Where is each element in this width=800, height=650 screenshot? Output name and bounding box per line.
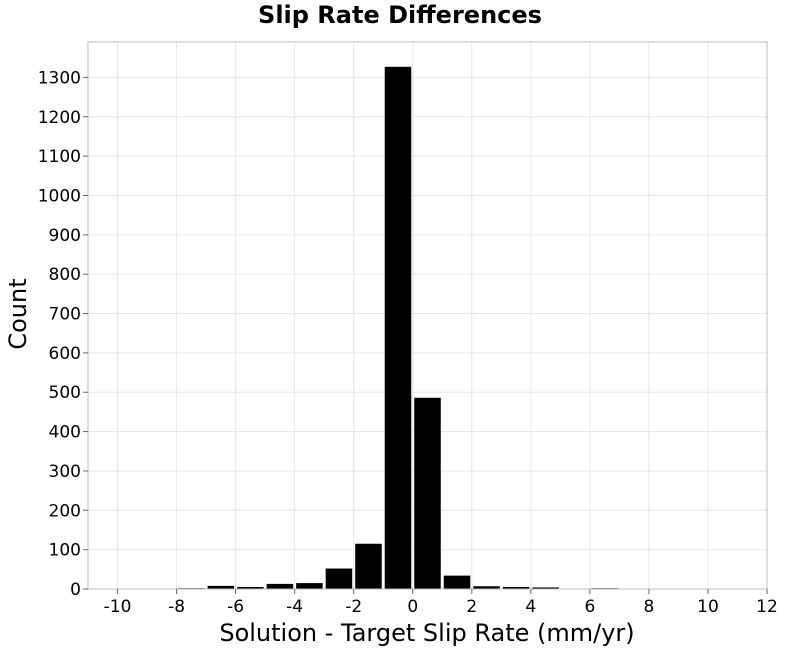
- histogram-bar: [532, 587, 559, 589]
- x-axis-label: Solution - Target Slip Rate (mm/yr): [219, 619, 634, 647]
- x-tick-label: -8: [168, 597, 185, 617]
- y-tick-label: 700: [49, 305, 81, 325]
- histogram-bar: [502, 587, 530, 589]
- chart-title: Slip Rate Differences: [258, 1, 542, 29]
- y-tick-label: 0: [70, 580, 81, 600]
- ticks-layer: [83, 76, 768, 594]
- y-tick-label: 800: [49, 265, 81, 285]
- y-tick-label: 100: [49, 541, 81, 561]
- y-tick-label: 200: [49, 501, 81, 521]
- x-tick-label: 10: [697, 597, 719, 617]
- tick-labels-layer: -10 -8 -6 -4 -2 0 2 4 6 8 10 12 0 100 200 300 400 500 600 7…: [38, 68, 778, 617]
- bars-layer: [178, 66, 618, 589]
- histogram-bar: [443, 575, 471, 589]
- histogram-bar: [207, 585, 235, 589]
- y-tick-label: 500: [49, 383, 81, 403]
- x-tick-label: -2: [345, 597, 362, 617]
- histogram-bar: [414, 397, 441, 589]
- y-axis-label: Count: [4, 278, 32, 349]
- y-tick-label: 1200: [38, 108, 81, 128]
- x-tick-label: 4: [525, 597, 536, 617]
- histogram-bar: [296, 583, 323, 589]
- y-tick-label: 900: [49, 226, 81, 246]
- histogram-bar: [355, 543, 382, 589]
- histogram-bar: [266, 583, 294, 589]
- x-tick-label: 12: [756, 597, 778, 617]
- y-tick-label: 1300: [38, 68, 81, 88]
- plot-frame: [87, 41, 768, 590]
- y-tick-label: 300: [49, 462, 81, 482]
- x-tick-label: -10: [104, 597, 132, 617]
- y-tick-label: 1000: [38, 186, 81, 206]
- histogram-bar: [384, 66, 412, 589]
- x-tick-label: 8: [643, 597, 654, 617]
- x-tick-label: 0: [407, 597, 418, 617]
- histogram-bar: [473, 586, 500, 589]
- y-tick-label: 400: [49, 423, 81, 443]
- x-tick-label: 2: [466, 597, 477, 617]
- histogram-bar: [325, 568, 353, 589]
- y-tick-label: 1100: [38, 147, 81, 167]
- histogram-bar: [237, 587, 264, 589]
- x-tick-label: -6: [227, 597, 244, 617]
- y-tick-label: 600: [49, 344, 81, 364]
- x-tick-label: 6: [584, 597, 595, 617]
- x-tick-label: -4: [286, 597, 303, 617]
